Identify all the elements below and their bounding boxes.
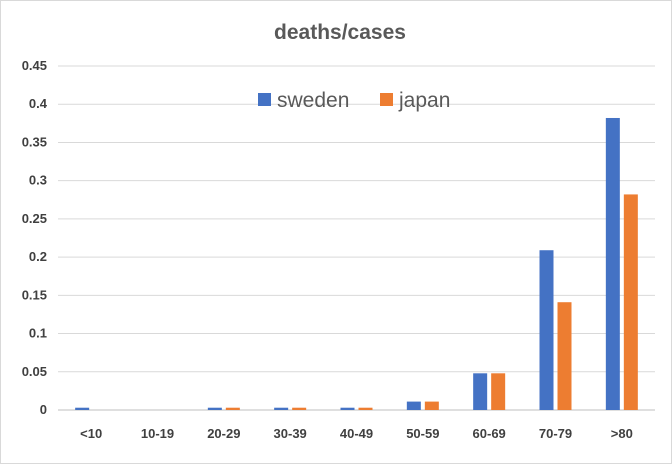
y-tick-label: 0.2 — [29, 249, 47, 264]
bar-sweden-50-59 — [406, 401, 421, 410]
x-tick-label: 30-39 — [274, 426, 307, 441]
x-tick-label: 70-79 — [539, 426, 572, 441]
bar-sweden->80 — [605, 117, 620, 410]
y-tick-label: 0.35 — [22, 134, 47, 149]
legend-label-sweden: sweden — [277, 89, 349, 112]
y-tick-label: 0.15 — [22, 287, 47, 302]
bar-japan-70-79 — [557, 302, 572, 410]
y-tick-label: 0.25 — [22, 211, 47, 226]
bar-japan-50-59 — [424, 401, 439, 410]
x-tick-label: 20-29 — [207, 426, 240, 441]
bar-sweden-70-79 — [539, 250, 554, 410]
y-tick-label: 0.45 — [22, 58, 47, 73]
bar-japan-30-39 — [292, 407, 307, 410]
y-tick-label: 0.4 — [29, 96, 48, 111]
bar-japan-60-69 — [491, 373, 506, 410]
x-axis: <10 10-19 20-29 30-39 40-49 50-59 60-69 70-79 >8… — [80, 426, 633, 441]
bar-japan->80 — [623, 194, 638, 410]
x-tick-label: 60-69 — [473, 426, 506, 441]
y-tick-label: 0.3 — [29, 173, 47, 188]
bar-japan-20-29 — [225, 407, 240, 410]
y-tick-label: 0.1 — [29, 326, 47, 341]
bar-sweden-20-29 — [207, 407, 222, 410]
y-axis: 0 0.05 0.1 0.15 0.2 0.25 0.3 0.35 0.4 0.45 — [22, 58, 48, 417]
x-tick-label: 50-59 — [406, 426, 439, 441]
x-tick-label: 40-49 — [340, 426, 373, 441]
x-tick-label: <10 — [80, 426, 102, 441]
bar-japan-40-49 — [358, 407, 373, 410]
x-tick-label: >80 — [611, 426, 633, 441]
legend: sweden japan — [258, 89, 450, 112]
y-tick-label: 0 — [40, 402, 47, 417]
chart-title: deaths/cases — [274, 21, 406, 44]
legend-swatch-sweden — [258, 93, 271, 106]
legend-label-japan: japan — [398, 89, 450, 112]
bar-sweden-30-39 — [274, 407, 289, 410]
bar-sweden-40-49 — [340, 407, 355, 410]
bars — [75, 117, 638, 410]
gridlines — [58, 65, 655, 411]
x-tick-label: 10-19 — [141, 426, 174, 441]
bar-sweden-<10 — [75, 407, 90, 410]
bar-sweden-60-69 — [473, 373, 488, 410]
y-tick-label: 0.05 — [22, 364, 47, 379]
legend-swatch-japan — [380, 93, 393, 106]
